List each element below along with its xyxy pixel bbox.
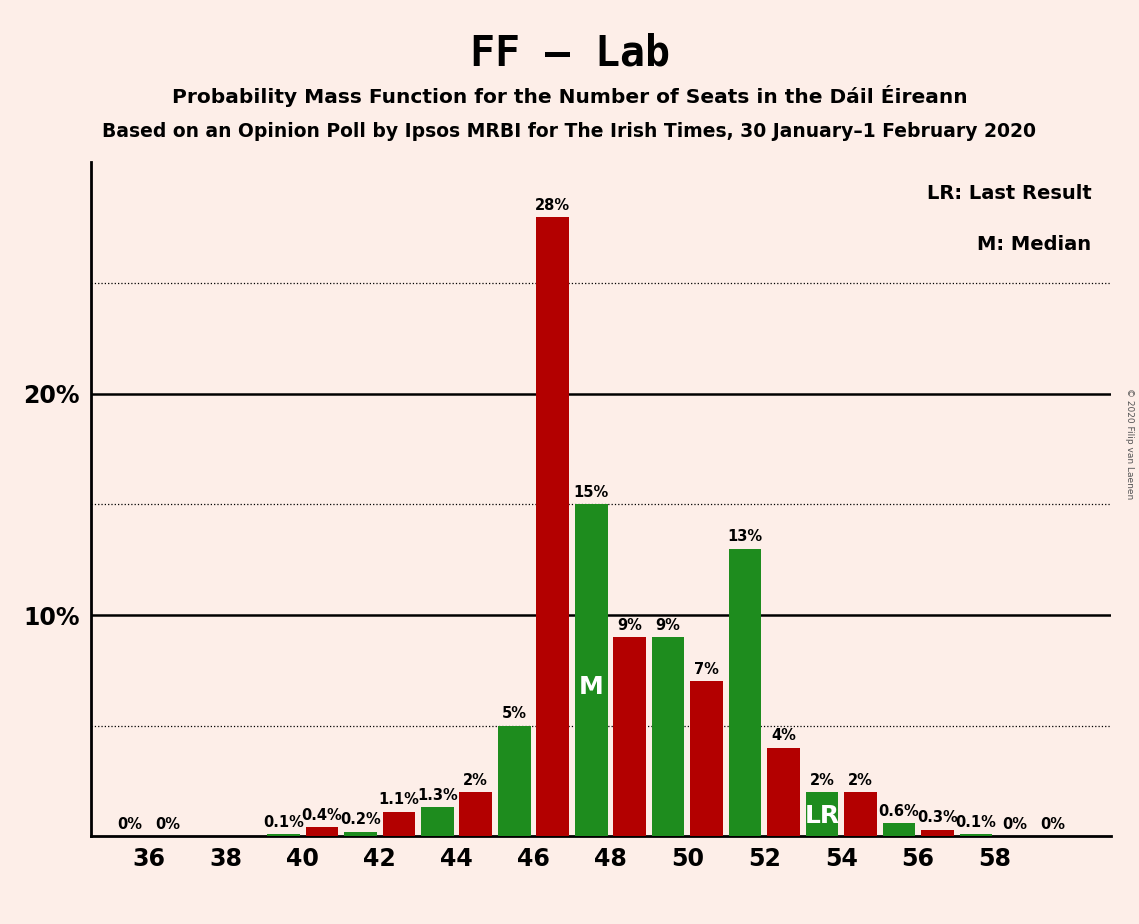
Bar [268,834,300,836]
Bar [421,808,453,836]
Bar [498,725,531,836]
Text: 13%: 13% [728,529,763,544]
Bar [690,681,723,836]
Bar [883,823,916,836]
Text: 0%: 0% [156,817,181,832]
Text: LR: LR [804,804,839,828]
Text: 2%: 2% [849,772,872,787]
Text: LR: Last Result: LR: Last Result [926,184,1091,202]
Text: 0.1%: 0.1% [956,815,997,830]
Text: 4%: 4% [771,728,796,743]
Text: 2%: 2% [464,772,489,787]
Bar [844,792,877,836]
Bar [805,792,838,836]
Bar [768,748,800,836]
Text: 0%: 0% [1002,817,1027,832]
Bar [459,792,492,836]
Text: FF – Lab: FF – Lab [469,32,670,74]
Bar [729,549,762,836]
Text: 5%: 5% [502,706,526,722]
Text: Based on an Opinion Poll by Ipsos MRBI for The Irish Times, 30 January–1 Februar: Based on an Opinion Poll by Ipsos MRBI f… [103,122,1036,141]
Text: M: M [579,675,604,699]
Text: 0%: 0% [1040,817,1065,832]
Text: 15%: 15% [574,485,609,500]
Bar [536,217,570,836]
Bar [959,834,992,836]
Text: 0.6%: 0.6% [878,804,919,819]
Text: 7%: 7% [694,662,719,677]
Text: 0%: 0% [117,817,142,832]
Bar [575,505,607,836]
Text: Probability Mass Function for the Number of Seats in the Dáil Éireann: Probability Mass Function for the Number… [172,85,967,107]
Bar [613,638,646,836]
Text: 9%: 9% [617,618,642,633]
Bar [652,638,685,836]
Text: 0.4%: 0.4% [302,808,343,823]
Text: 2%: 2% [810,772,835,787]
Bar [383,812,416,836]
Text: 1.1%: 1.1% [378,793,419,808]
Text: M: Median: M: Median [977,235,1091,254]
Text: 0.1%: 0.1% [263,815,304,830]
Text: 1.3%: 1.3% [417,788,458,803]
Text: 28%: 28% [535,198,571,213]
Text: 9%: 9% [656,618,681,633]
Bar [344,832,377,836]
Bar [921,830,953,836]
Bar [305,827,338,836]
Text: 0.2%: 0.2% [341,812,380,827]
Text: 0.3%: 0.3% [917,810,958,825]
Text: © 2020 Filip van Laenen: © 2020 Filip van Laenen [1125,388,1134,499]
